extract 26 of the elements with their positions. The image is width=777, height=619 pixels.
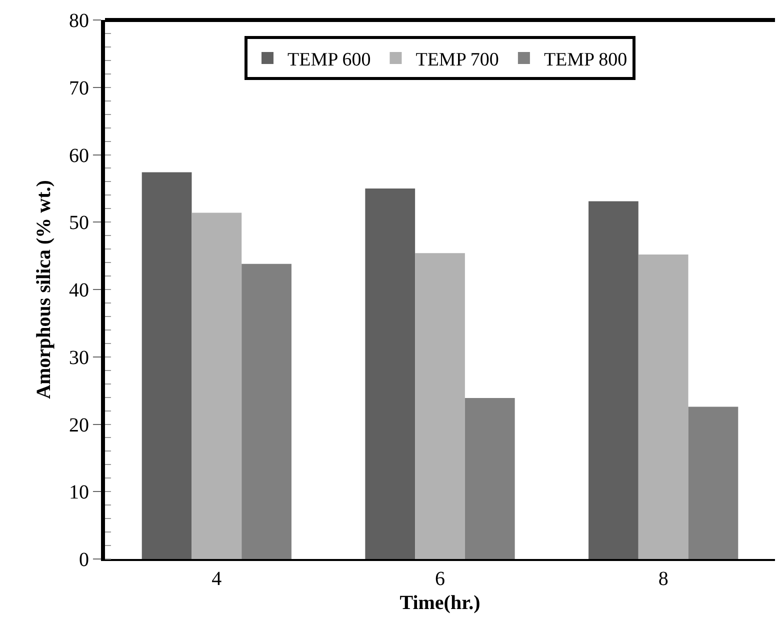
- bar: [192, 212, 242, 559]
- y-tick-label: 10: [69, 482, 89, 504]
- bar: [588, 201, 638, 559]
- bar: [638, 254, 688, 559]
- x-tick-label: 8: [658, 568, 668, 590]
- bar: [365, 188, 416, 559]
- bar: [415, 253, 465, 559]
- y-tick-label: 70: [69, 77, 89, 100]
- legend-label: TEMP 600: [288, 49, 371, 70]
- x-tick-label: 6: [435, 568, 445, 590]
- y-tick-label: 40: [69, 280, 89, 302]
- legend-label: TEMP 700: [416, 49, 499, 70]
- legend-label: TEMP 800: [544, 49, 628, 70]
- y-tick-label: 30: [69, 346, 89, 369]
- y-tick-label: 20: [69, 414, 89, 436]
- bar: [688, 406, 738, 559]
- bar: [464, 398, 515, 559]
- y-tick-label: 60: [69, 144, 89, 167]
- x-axis-title: Time(hr.): [400, 592, 480, 614]
- y-tick-label: 0: [79, 549, 89, 571]
- bar: [242, 264, 292, 559]
- y-tick-label: 80: [69, 10, 89, 32]
- y-tick-label: 50: [69, 212, 89, 234]
- bar: [142, 172, 192, 559]
- y-axis-title: Amorphous silica (% wt.): [33, 180, 55, 399]
- x-tick-label: 4: [212, 568, 222, 590]
